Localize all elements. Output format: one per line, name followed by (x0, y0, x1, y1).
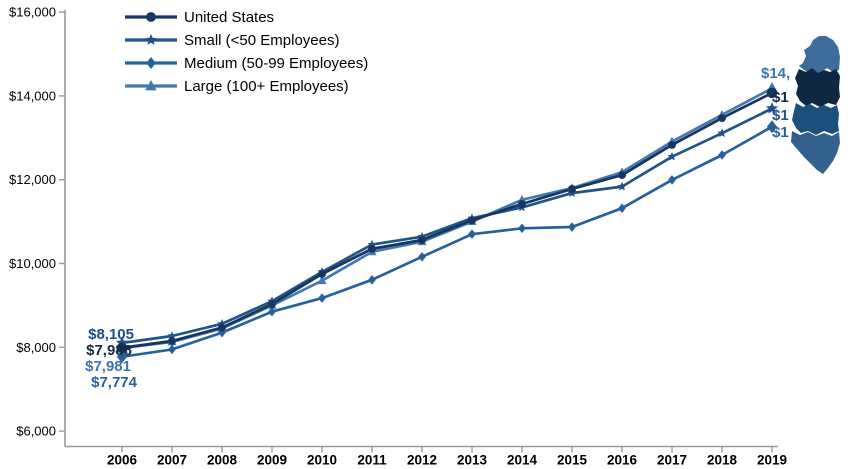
data-point-circle (718, 114, 726, 123)
data-point-diamond (368, 275, 376, 285)
legend-label: United States (184, 9, 274, 26)
data-label-start: $7,981 (85, 358, 131, 375)
data-point-circle (268, 300, 276, 309)
data-point-diamond (168, 344, 176, 355)
data-point-diamond (568, 222, 576, 232)
data-point-diamond (218, 327, 226, 338)
data-point-circle (218, 323, 226, 332)
data-label-end: $1 (772, 124, 789, 141)
y-axis-tick-label: $14,000 (9, 88, 56, 103)
x-axis-tick-label: 2008 (207, 453, 238, 468)
x-axis-tick-label: 2014 (507, 453, 538, 468)
data-point-circle (766, 87, 778, 99)
data-point-diamond (268, 306, 276, 317)
legend-label: Medium (50-99 Employees) (184, 55, 368, 72)
y-axis-tick-label: $10,000 (9, 256, 56, 271)
legend-marker-star (145, 34, 157, 45)
data-point-diamond (468, 229, 476, 239)
series-line-triangle (120, 87, 774, 350)
series-line-circle (120, 91, 774, 350)
data-label-start: $7,774 (91, 374, 138, 391)
map-fragment-dark (795, 68, 840, 107)
x-axis-tick-label: 2015 (557, 453, 588, 468)
data-point-triangle (317, 275, 327, 285)
x-axis-tick-label: 2012 (407, 453, 437, 468)
x-axis-tick-label: 2013 (457, 453, 488, 468)
legend-marker-triangle (145, 80, 157, 91)
data-point-diamond (618, 203, 626, 213)
data-point-diamond (116, 350, 128, 364)
legend-marker-diamond (146, 57, 156, 69)
data-point-circle (318, 270, 326, 278)
data-point-circle (618, 171, 626, 180)
y-axis-tick-label: $16,000 (9, 5, 56, 20)
x-axis-tick-label: 2009 (257, 453, 287, 468)
x-axis-tick-label: 2011 (357, 453, 387, 468)
data-point-circle (468, 216, 476, 225)
data-point-diamond (718, 150, 726, 160)
data-point-circle (418, 236, 426, 244)
legend-label: Large (100+ Employees) (184, 78, 349, 95)
data-point-star (765, 102, 779, 114)
series-line-diamond (120, 125, 774, 359)
x-axis-tick-label: 2018 (707, 453, 738, 468)
series-line-star (120, 107, 774, 345)
data-point-circle (168, 337, 176, 345)
data-label-start: $8,105 (88, 326, 134, 343)
y-axis-tick-label: $8,000 (16, 340, 56, 355)
map-fragment-mid (792, 103, 839, 135)
x-axis-tick-label: 2017 (657, 453, 687, 468)
data-label-end: $14, (761, 65, 790, 82)
x-axis-tick-label: 2007 (157, 453, 187, 468)
map-fragment-bottom (791, 131, 840, 174)
data-point-circle (368, 244, 376, 253)
data-point-diamond (518, 223, 526, 234)
legend-label: Small (<50 Employees) (184, 32, 339, 49)
data-point-star (717, 128, 727, 138)
y-axis-tick-label: $6,000 (16, 424, 56, 439)
map-fragment-top (799, 36, 840, 76)
legend-marker-circle (146, 12, 156, 22)
data-point-diamond (766, 120, 778, 134)
y-axis-tick-label: $12,000 (9, 172, 56, 187)
data-point-star (667, 151, 677, 161)
x-axis-tick-label: 2019 (757, 453, 787, 468)
x-axis-tick-label: 2006 (107, 453, 138, 468)
data-point-circle (668, 140, 676, 149)
data-label-end: $1 (772, 107, 789, 124)
data-point-diamond (668, 175, 676, 185)
data-point-star (167, 331, 177, 340)
x-axis-tick-label: 2010 (307, 453, 337, 468)
data-point-circle (568, 184, 576, 193)
data-label-end: $1 (772, 89, 789, 106)
x-axis-tick-label: 2016 (607, 453, 638, 468)
data-point-diamond (318, 293, 326, 303)
data-point-star (617, 181, 627, 191)
data-label-start: $7,988 (86, 342, 132, 359)
data-point-diamond (418, 251, 426, 262)
data-point-circle (116, 342, 128, 354)
data-point-circle (518, 200, 526, 208)
